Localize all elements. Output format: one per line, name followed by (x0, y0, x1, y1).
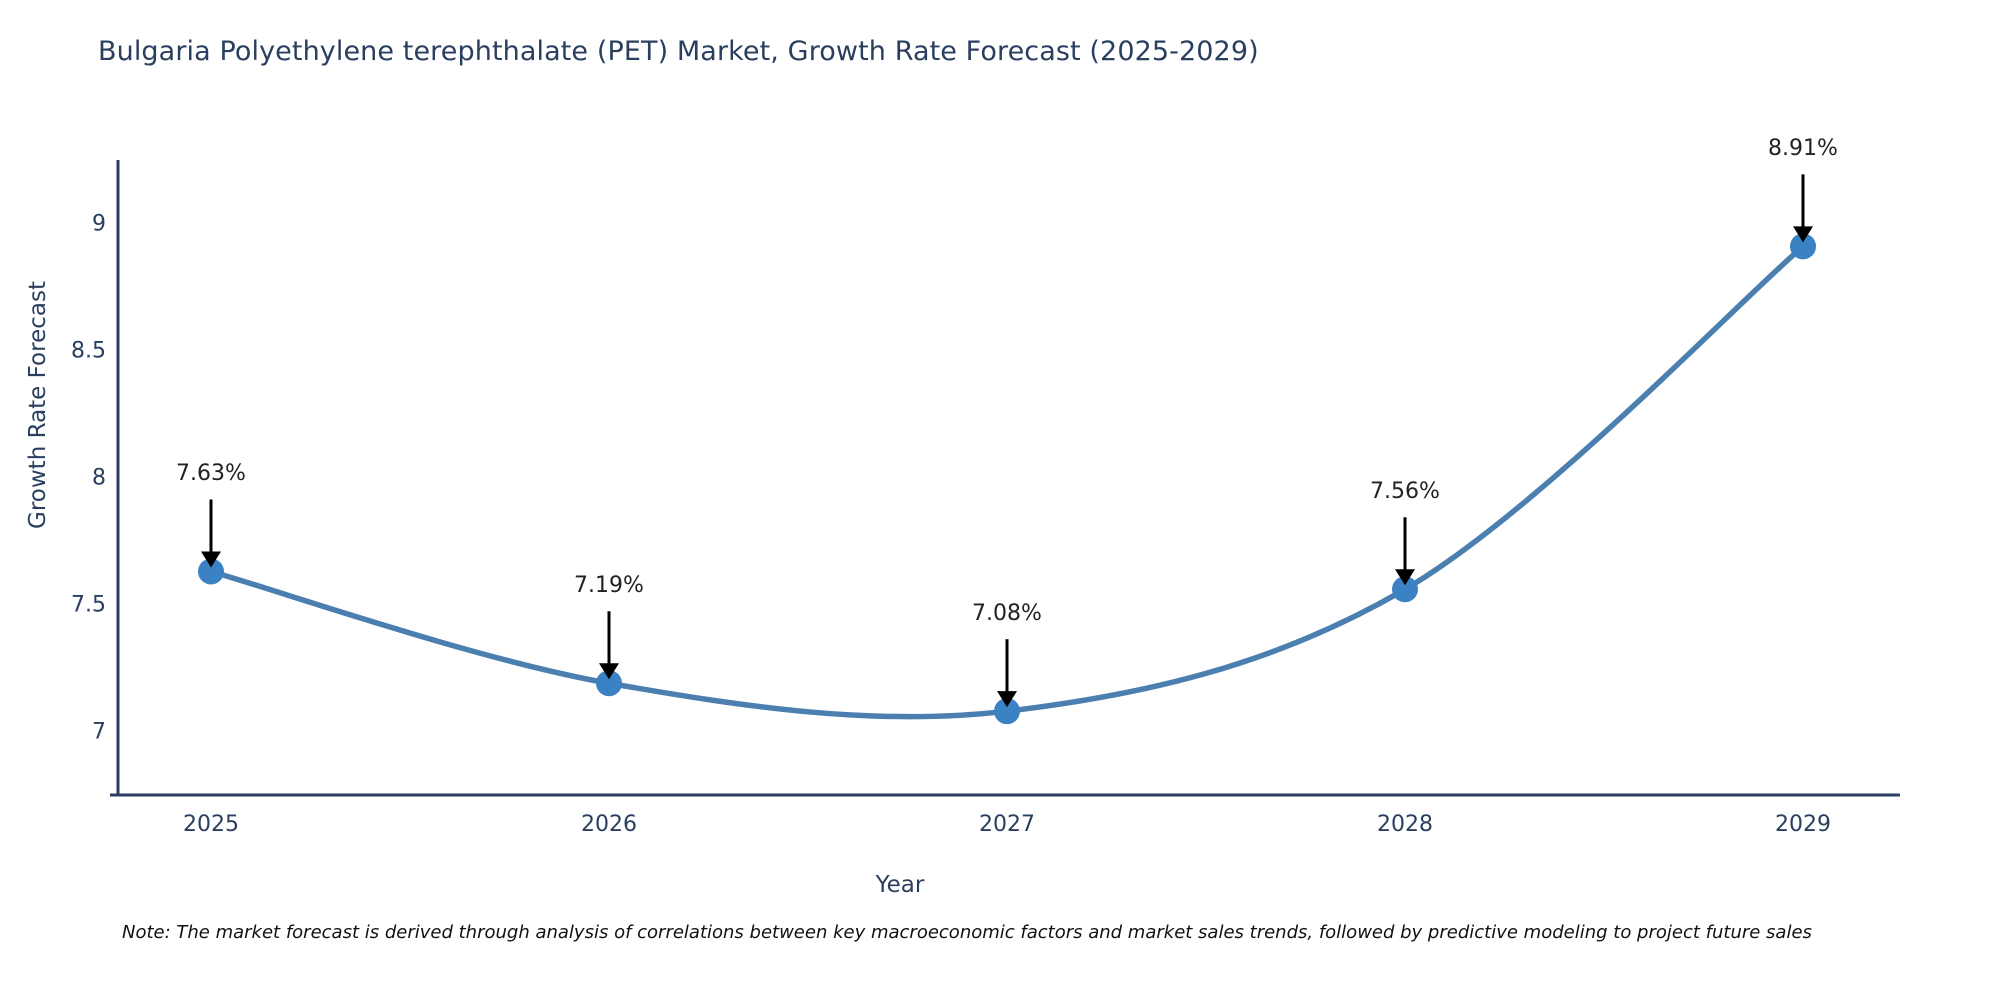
chart-title: Bulgaria Polyethylene terephthalate (PET… (98, 36, 1259, 67)
x-axis-tick-label: 2028 (1377, 812, 1433, 837)
data-point-marker[interactable] (198, 558, 224, 585)
annotation-arrows (201, 174, 1813, 708)
data-point-marker[interactable] (994, 698, 1020, 725)
x-axis-tick-label: 2025 (183, 812, 239, 837)
y-axis-tick-label: 7 (92, 719, 106, 744)
data-point-marker[interactable] (596, 670, 622, 697)
annotation-arrow (997, 639, 1017, 708)
x-axis-tick-label: 2029 (1775, 812, 1831, 837)
y-axis-tick-label: 7.5 (71, 592, 106, 617)
data-point-label: 8.91% (1768, 136, 1838, 162)
y-axis-tick-label: 8.5 (71, 338, 106, 363)
annotation-arrow (201, 499, 221, 568)
data-point-markers (198, 233, 1816, 725)
y-axis-tick-labels: 7 7.5 8 8.5 9 (0, 0, 106, 1000)
x-axis-title-text: Year (875, 872, 925, 898)
data-point-label: 7.19% (574, 573, 644, 599)
data-point-label: 7.63% (176, 461, 246, 487)
axes (110, 160, 1900, 797)
data-point-marker[interactable] (1790, 233, 1816, 260)
data-point-label: 7.08% (972, 601, 1042, 627)
y-axis-tick-label: 9 (92, 211, 106, 236)
data-point-marker[interactable] (1392, 576, 1418, 603)
chart-footnote: Note: The market forecast is derived thr… (122, 922, 1812, 943)
annotation-arrow (599, 611, 619, 680)
x-axis-tick-label: 2026 (581, 812, 637, 837)
data-point-label: 7.56% (1370, 479, 1440, 505)
annotation-arrow (1395, 517, 1415, 586)
y-axis-tick-label: 8 (92, 465, 106, 490)
x-axis-tick-label: 2027 (979, 812, 1035, 837)
x-axis-title: Year (0, 872, 2000, 898)
annotation-arrow (1793, 174, 1813, 243)
